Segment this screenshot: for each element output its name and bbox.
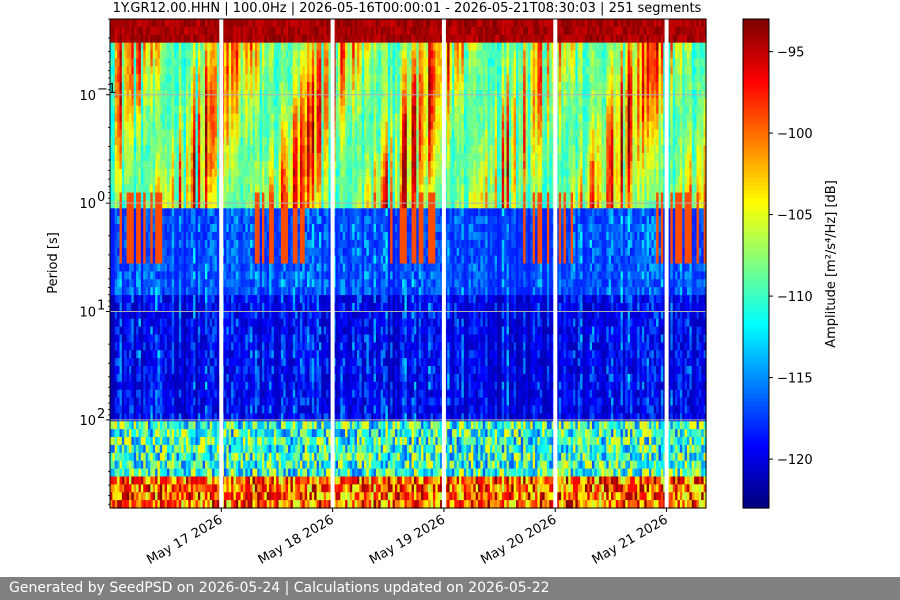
- footer-text: Generated by SeedPSD on 2026-05-24 | Cal…: [9, 580, 550, 596]
- y-tick-exponent: 1: [97, 299, 105, 314]
- colorbar-label: Amplitude [m²/s⁴/Hz] [dB]: [824, 180, 839, 348]
- gap-2026-05-18: [330, 19, 335, 508]
- chart-title: 1Y.GR12.00.HHN | 100.0Hz | 2026-05-16T00…: [113, 1, 702, 16]
- x-tick-label: May 20 2026: [478, 512, 559, 567]
- x-tick-label: May 21 2026: [590, 512, 671, 567]
- spectrogram-chart: 1Y.GR12.00.HHN | 100.0Hz | 2026-05-16T00…: [46, 1, 839, 568]
- colorbar-tick-label: −115: [777, 372, 813, 387]
- x-axis: May 17 2026 May 18 2026 May 19 2026 May 20 …: [144, 508, 671, 568]
- footer-bar: Generated by SeedPSD on 2026-05-24 | Cal…: [0, 577, 900, 600]
- y-tick-label: 10: [79, 306, 96, 321]
- gap-2026-05-17: [219, 19, 224, 508]
- colorbar-tick-label: −110: [777, 290, 813, 305]
- y-tick-label: 10: [79, 197, 96, 212]
- plot-frame: [109, 18, 707, 509]
- y-tick-exponent: 2: [97, 407, 105, 422]
- colorbar: [742, 18, 770, 509]
- y-tick-label: 10: [79, 89, 96, 104]
- colorbar-tick-label: −105: [777, 209, 813, 224]
- data-gaps: [219, 19, 669, 508]
- x-tick-label: May 19 2026: [367, 512, 448, 567]
- y-tick-exponent: 0: [97, 190, 105, 205]
- colorbar-tick-label: −100: [777, 127, 813, 142]
- gap-2026-05-21: [664, 19, 669, 508]
- x-tick-label: May 18 2026: [256, 512, 337, 567]
- colorbar-tick-label: −120: [777, 453, 813, 468]
- grid-lines: [110, 94, 706, 421]
- x-tick-label: May 17 2026: [144, 512, 225, 567]
- spectrogram-plot-area: [110, 19, 707, 509]
- gap-2026-05-19: [441, 19, 446, 508]
- y-tick-exponent: −1: [97, 82, 116, 97]
- y-axis-label: Period [s]: [46, 232, 61, 294]
- colorbar-tick-label: −95: [777, 46, 804, 61]
- colorbar-axis: −95 −100 −105 −110 −115 −120: [769, 46, 813, 468]
- y-tick-label: 10: [79, 414, 96, 429]
- gap-2026-05-20: [553, 19, 558, 508]
